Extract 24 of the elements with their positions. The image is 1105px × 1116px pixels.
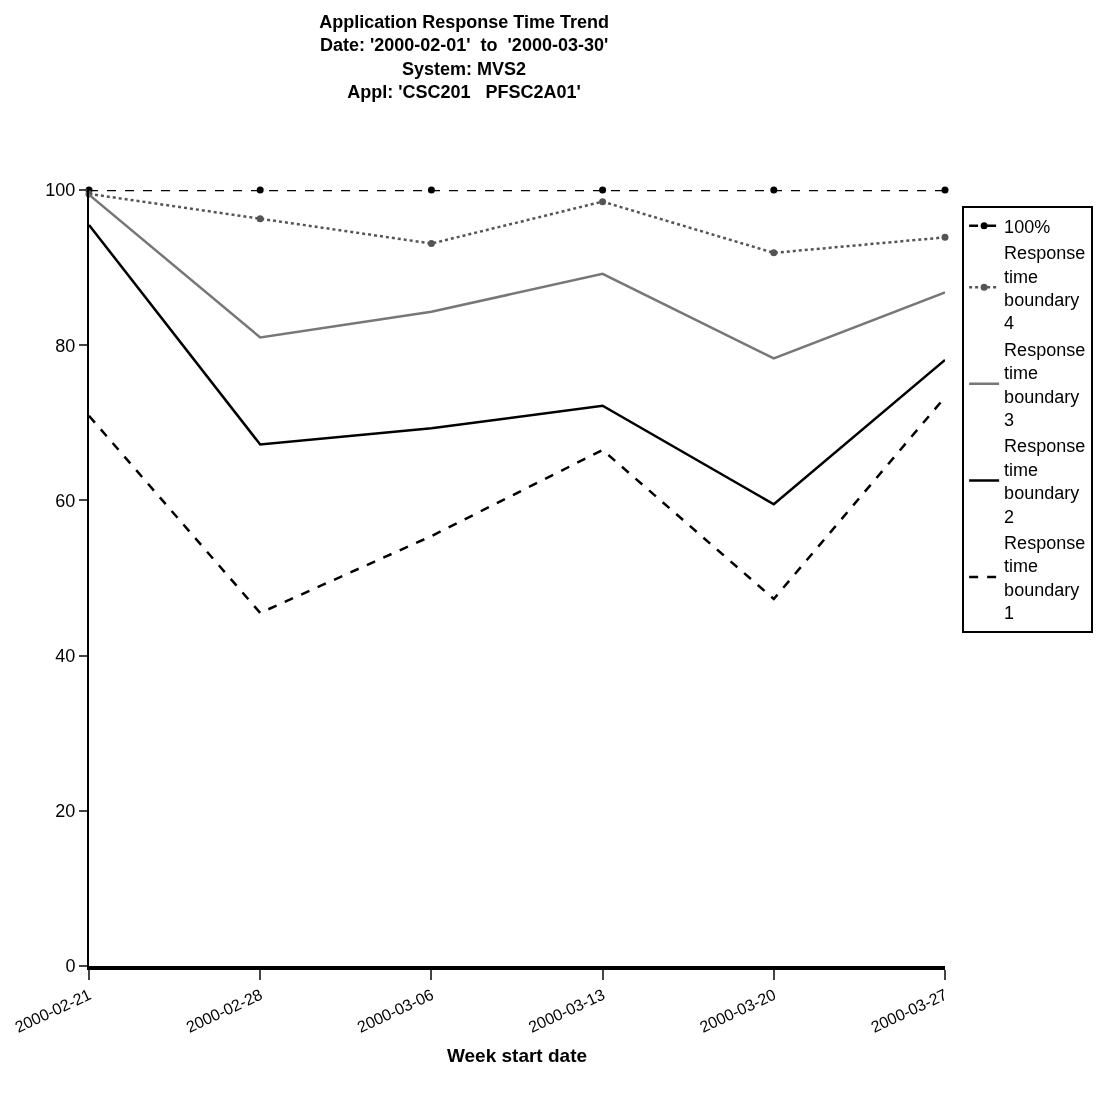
y-tick-label: 80 — [55, 335, 76, 356]
point — [941, 186, 949, 194]
legend-label: Response time boundary 2 — [1004, 436, 1086, 527]
legend-label: 100% — [1004, 216, 1051, 237]
chart-subtitle: Date: '2000-02-01' to '2000-03-30' System: MVS2 Appl: 'CSC201 PFSC2A01' — [319, 35, 609, 103]
y-tick-label: 20 — [55, 801, 76, 822]
point — [427, 240, 435, 248]
y-tick-label: 40 — [55, 645, 76, 666]
point — [427, 186, 435, 194]
point — [770, 249, 778, 257]
y-tick-label: 0 — [65, 956, 76, 977]
y-tick-label: 100 — [45, 180, 76, 201]
point — [599, 186, 607, 194]
legend-label: Response time boundary 4 — [1004, 243, 1086, 334]
x-axis-title: Week start date — [446, 1045, 588, 1067]
point — [256, 186, 264, 194]
point — [941, 233, 949, 241]
y-tick-label: 60 — [55, 490, 76, 511]
legend-label: Response time boundary 1 — [1004, 532, 1086, 624]
point — [770, 186, 778, 194]
legend-label: Response time boundary 3 — [1004, 339, 1086, 430]
point — [599, 198, 607, 206]
chart-title: Application Response Time Trend — [319, 11, 609, 32]
point — [256, 215, 264, 223]
